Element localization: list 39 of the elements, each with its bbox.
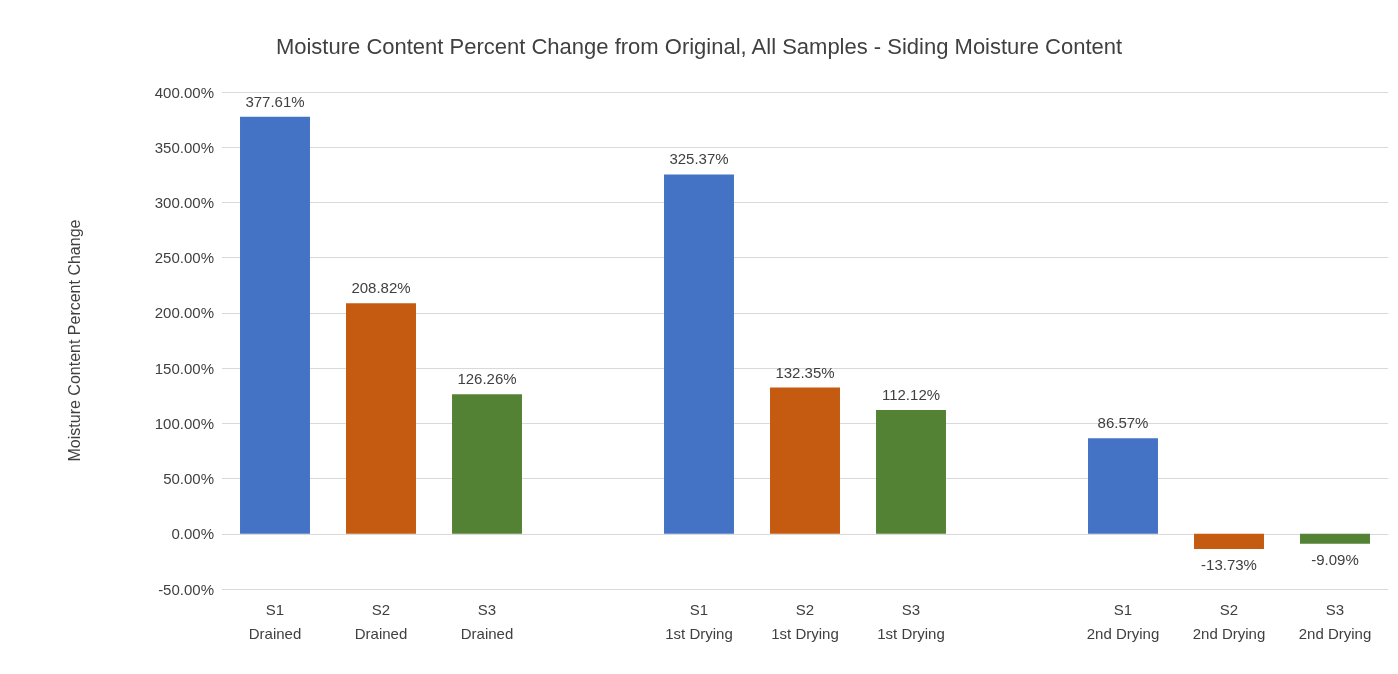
y-axis-title: Moisture Content Percent Change xyxy=(65,219,83,462)
bar xyxy=(876,409,946,534)
bar xyxy=(770,387,840,534)
chart-title: Moisture Content Percent Change from Original, All Samples - Siding Moisture Content xyxy=(275,33,1123,59)
y-tick-label: 50.00% xyxy=(163,470,214,488)
data-label: 86.57% xyxy=(1097,414,1149,432)
data-label: 126.26% xyxy=(457,370,517,388)
x-tick-label: S1 1st Drying xyxy=(665,600,733,642)
data-label: -9.09% xyxy=(1311,550,1359,568)
y-tick-label: 350.00% xyxy=(154,138,214,156)
y-tick-label: 100.00% xyxy=(154,414,214,432)
data-label: 132.35% xyxy=(775,363,835,381)
y-tick-label: 400.00% xyxy=(154,83,214,101)
y-tick-label: 250.00% xyxy=(154,249,214,267)
y-tick-label: 200.00% xyxy=(154,304,214,322)
bar xyxy=(1088,438,1158,534)
data-label: 325.37% xyxy=(669,150,729,168)
y-tick-label: -50.00% xyxy=(158,580,214,598)
bar xyxy=(452,394,522,534)
x-tick-label: S1 2nd Drying xyxy=(1086,600,1160,642)
y-tick-label: 150.00% xyxy=(154,359,214,377)
bar xyxy=(664,174,734,534)
y-tick-label: 300.00% xyxy=(154,193,214,211)
bar xyxy=(1194,533,1264,549)
bar xyxy=(346,303,416,534)
data-label: 208.82% xyxy=(351,279,411,297)
data-label: -13.73% xyxy=(1201,555,1257,573)
x-tick-label: S2 1st Drying xyxy=(771,600,839,642)
data-label: 377.61% xyxy=(245,92,305,110)
bar xyxy=(240,116,310,534)
x-tick-label: S3 2nd Drying xyxy=(1298,600,1372,642)
data-label: 112.12% xyxy=(881,385,941,403)
x-tick-label: S1 Drained xyxy=(248,600,302,642)
x-tick-label: S2 Drained xyxy=(354,600,408,642)
x-tick-label: S3 Drained xyxy=(460,600,514,642)
x-tick-label: S3 1st Drying xyxy=(877,600,945,642)
bar xyxy=(1300,533,1370,544)
x-tick-label: S2 2nd Drying xyxy=(1192,600,1266,642)
y-tick-label: 0.00% xyxy=(171,525,214,543)
